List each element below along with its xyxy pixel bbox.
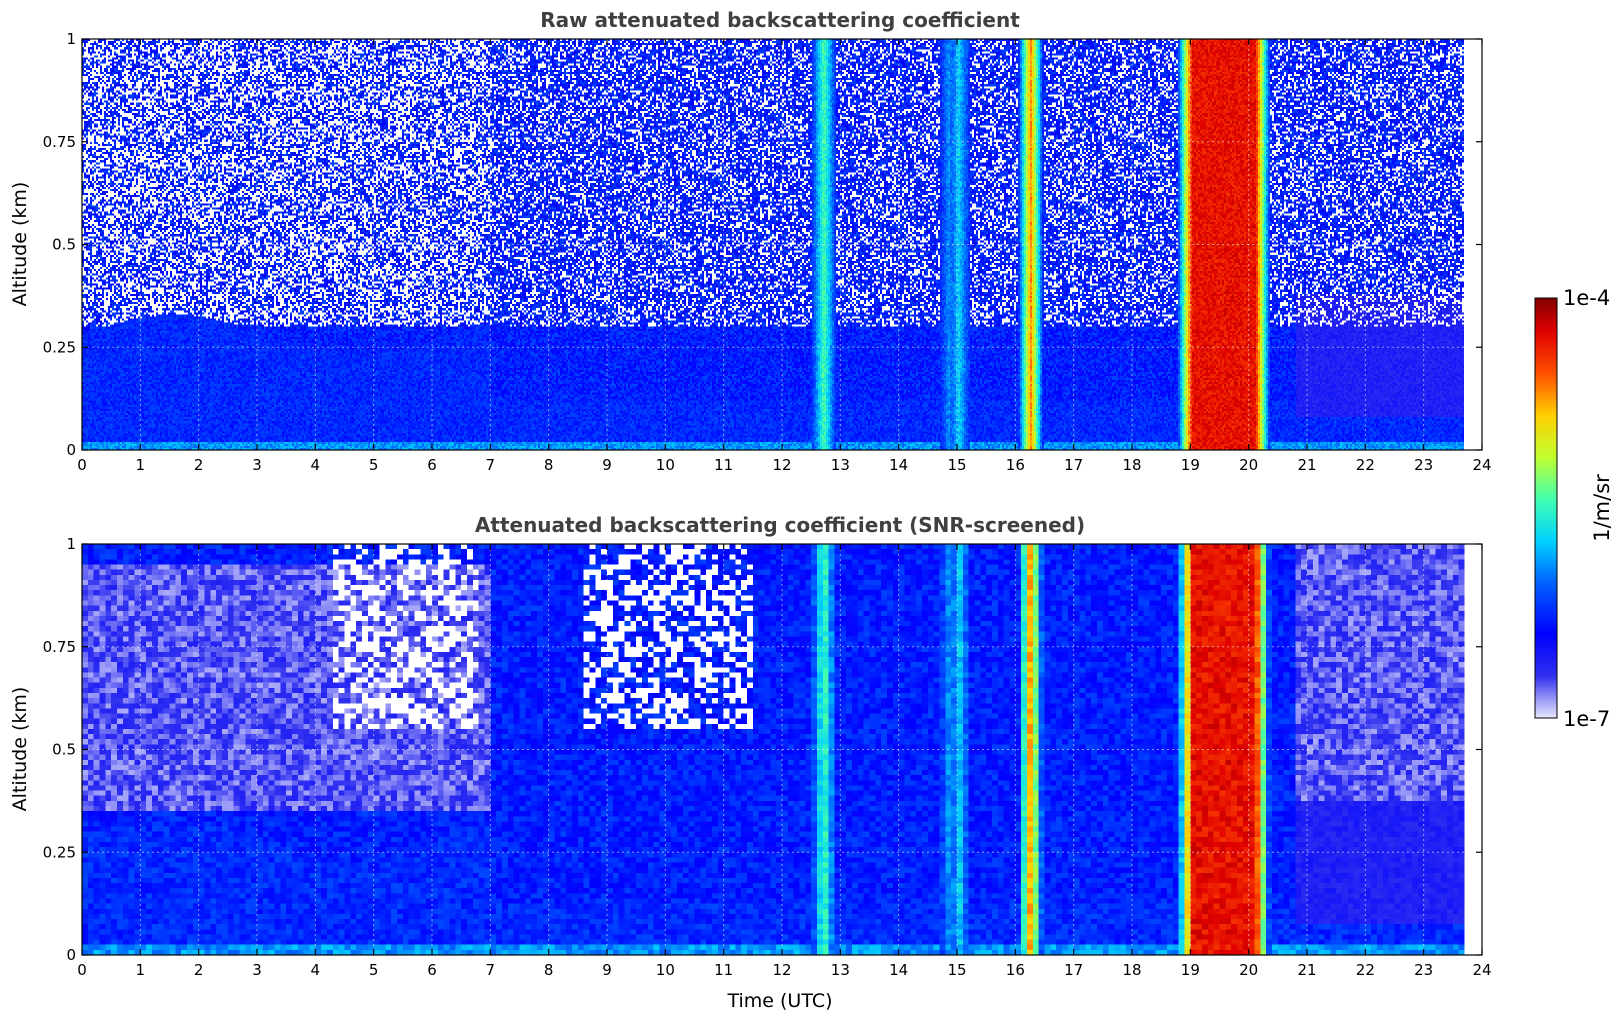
- x-tick-label: 18: [1122, 961, 1141, 979]
- x-tick-label: 20: [1239, 456, 1258, 474]
- x-tick-label: 12: [772, 961, 791, 979]
- colorbar-unit-label: 1/m/sr: [1590, 474, 1614, 542]
- panel-title: Raw attenuated backscattering coefficien…: [540, 8, 1020, 32]
- x-tick-label: 4: [311, 961, 321, 979]
- x-tick-label: 11: [714, 456, 733, 474]
- x-tick-label: 10: [656, 456, 675, 474]
- x-tick-label: 23: [1414, 961, 1433, 979]
- x-tick-label: 7: [486, 961, 496, 979]
- y-tick-label: 0.75: [43, 638, 76, 656]
- x-tick-label: 3: [252, 961, 262, 979]
- x-axis-label: Time (UTC): [726, 990, 832, 1012]
- panel-raw: Raw attenuated backscattering coefficien…: [9, 8, 1492, 474]
- x-tick-label: 6: [427, 961, 437, 979]
- y-tick-label: 0: [66, 946, 76, 964]
- x-tick-label: 23: [1414, 456, 1433, 474]
- x-tick-label: 1: [136, 456, 146, 474]
- x-tick-label: 24: [1472, 456, 1491, 474]
- y-tick-label: 0.75: [43, 133, 76, 151]
- x-tick-label: 11: [714, 961, 733, 979]
- x-tick-label: 7: [486, 456, 496, 474]
- x-tick-label: 15: [947, 961, 966, 979]
- x-tick-label: 2: [194, 456, 204, 474]
- y-tick-label: 0.5: [52, 741, 76, 759]
- x-tick-label: 0: [77, 456, 87, 474]
- panel-title: Attenuated backscattering coefficient (S…: [475, 513, 1085, 537]
- x-tick-label: 22: [1356, 961, 1375, 979]
- panel-screened: Attenuated backscattering coefficient (S…: [9, 513, 1492, 1012]
- x-tick-label: 6: [427, 456, 437, 474]
- x-tick-label: 8: [544, 456, 554, 474]
- x-tick-label: 2: [194, 961, 204, 979]
- x-tick-label: 18: [1122, 456, 1141, 474]
- x-tick-label: 4: [311, 456, 321, 474]
- x-tick-label: 8: [544, 961, 554, 979]
- grid-lines: [82, 39, 1482, 450]
- y-tick-label: 0.25: [43, 843, 76, 861]
- colorbar-max-label: 1e-4: [1563, 286, 1610, 310]
- x-tick-label: 20: [1239, 961, 1258, 979]
- x-tick-label: 17: [1064, 456, 1083, 474]
- x-tick-label: 5: [369, 961, 379, 979]
- x-tick-label: 15: [947, 456, 966, 474]
- colorbar-min-label: 1e-7: [1563, 707, 1610, 731]
- x-tick-label: 17: [1064, 961, 1083, 979]
- x-tick-label: 13: [831, 961, 850, 979]
- x-tick-label: 19: [1181, 961, 1200, 979]
- x-tick-label: 9: [602, 456, 612, 474]
- x-tick-label: 3: [252, 456, 262, 474]
- x-axis: 0 1 2 3 4 5 6 7 8 9 10 11 12 13 14 15 16 17 18 19 20 21 22 23 24: [77, 39, 1492, 474]
- x-tick-label: 22: [1356, 456, 1375, 474]
- y-tick-label: 0: [66, 441, 76, 459]
- x-tick-label: 13: [831, 456, 850, 474]
- grid-lines: [82, 544, 1482, 955]
- x-tick-label: 1: [136, 961, 146, 979]
- x-tick-label: 21: [1297, 456, 1316, 474]
- y-axis: 0 0.25 0.5 0.75 1: [43, 535, 1482, 964]
- y-tick-label: 0.5: [52, 236, 76, 254]
- x-tick-label: 21: [1297, 961, 1316, 979]
- x-tick-label: 24: [1472, 961, 1491, 979]
- y-tick-label: 1: [66, 535, 76, 553]
- y-tick-label: 0.25: [43, 338, 76, 356]
- colorbar-gradient: [1534, 297, 1558, 719]
- y-axis-label: Altitude (km): [9, 182, 31, 307]
- x-tick-label: 9: [602, 961, 612, 979]
- y-axis: 0 0.25 0.5 0.75 1: [43, 30, 1482, 459]
- x-tick-label: 16: [1006, 456, 1025, 474]
- x-tick-label: 12: [772, 456, 791, 474]
- x-tick-label: 0: [77, 961, 87, 979]
- x-tick-label: 19: [1181, 456, 1200, 474]
- x-tick-label: 14: [889, 961, 908, 979]
- y-tick-label: 1: [66, 30, 76, 48]
- x-tick-label: 5: [369, 456, 379, 474]
- x-tick-label: 14: [889, 456, 908, 474]
- x-tick-label: 16: [1006, 961, 1025, 979]
- colorbar: 1e-4 1e-7 1/m/sr: [1534, 286, 1614, 731]
- y-axis-label: Altitude (km): [9, 687, 31, 812]
- x-tick-label: 10: [656, 961, 675, 979]
- x-axis: 0 1 2 3 4 5 6 7 8 9 10 11 12 13 14 15 16 17 18 19 20 21 22 23 24: [77, 544, 1492, 979]
